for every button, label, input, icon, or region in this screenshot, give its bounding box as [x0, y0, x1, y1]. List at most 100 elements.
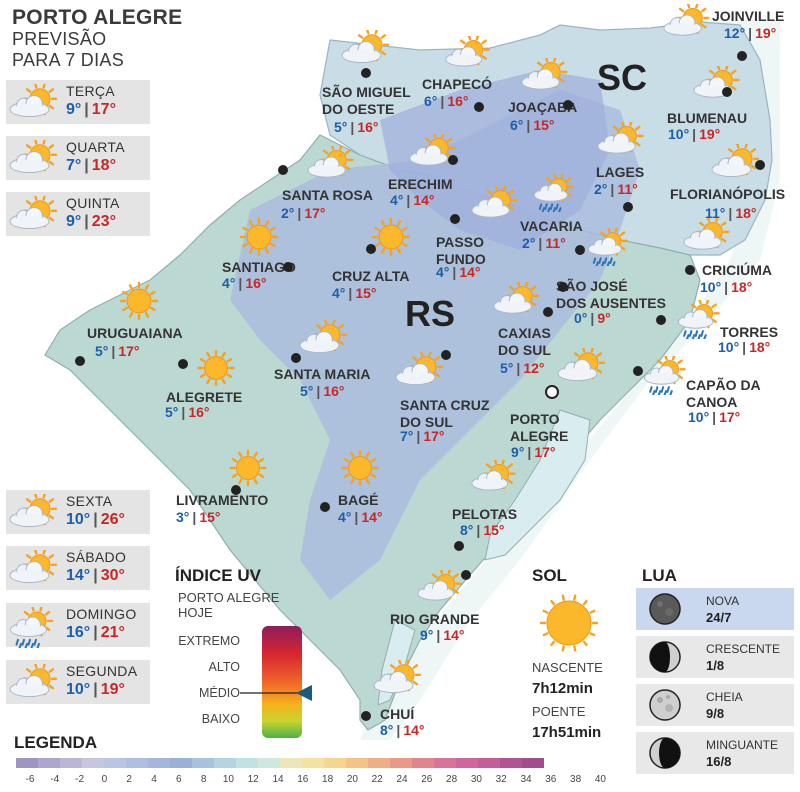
partly-cloudy-icon [408, 131, 456, 178]
city-min: 11° [705, 205, 726, 221]
header-city: PORTO ALEGRE [12, 6, 183, 29]
city-name: ALEGRETE [166, 389, 243, 405]
city-temps: 9° | 14° [420, 627, 465, 643]
city-marker [283, 262, 293, 272]
sun-cloud-rain-icon [642, 354, 690, 400]
city-max: 16° [245, 275, 267, 291]
city-max: 16° [188, 404, 210, 420]
city-max: 15° [483, 522, 505, 538]
moon-phase-name: CHEIA [706, 690, 743, 704]
partly-cloudy-icon [8, 82, 58, 130]
partly-cloudy-icon [8, 138, 58, 186]
uv-level-baixo: BAIXO [201, 712, 240, 726]
city-marker [558, 282, 568, 292]
forecast-temps: 9° | 17° [66, 101, 116, 118]
city-marker [454, 541, 464, 551]
partly-cloudy-icon [682, 215, 730, 262]
city-marker [461, 570, 471, 580]
partly-cloudy-icon [692, 63, 740, 110]
legend-swatch [522, 758, 544, 768]
city-marker [320, 502, 330, 512]
moon-phase-name: CRESCENTE [706, 642, 781, 656]
city-max: 16° [447, 93, 469, 109]
legend-tick: 18 [322, 774, 334, 785]
city-temps: 6° | 16° [424, 93, 469, 109]
moon-phase-date: 1/8 [706, 658, 725, 673]
partly-cloudy-icon [372, 658, 422, 706]
header-line2: PARA 7 DIAS [12, 50, 125, 70]
legend-tick: 6 [176, 774, 182, 785]
city-min: 2° [281, 205, 295, 221]
forecast-day: TERÇA [66, 83, 115, 99]
partly-cloudy-icon [596, 119, 644, 166]
moon-phase-row: CHEIA 9/8 [636, 684, 794, 726]
sun-icon [226, 449, 270, 491]
forecast-temps: 7° | 18° [66, 157, 116, 174]
forecast-day: QUINTA [66, 195, 120, 211]
uv-gradient-bar [262, 626, 302, 738]
legend-tick: 22 [371, 774, 383, 785]
city-name: SANTA MARIA [274, 366, 371, 382]
city-min: 10° [688, 409, 710, 425]
forecast-day: SÁBADO [66, 549, 127, 565]
city-marker [441, 350, 451, 360]
sun-icon [194, 349, 238, 391]
city-max: 14° [403, 722, 425, 738]
forecast-min: 14° [66, 567, 91, 584]
sun-cloud-rain-icon [586, 226, 632, 271]
partly-cloudy-icon [298, 318, 348, 366]
city-marker [543, 307, 553, 317]
forecast-max: 17° [91, 101, 116, 118]
legend-swatch [390, 758, 412, 768]
forecast-min: 9° [66, 213, 82, 230]
city-marker [75, 356, 85, 366]
city-name: PASSO FUNDO [436, 234, 486, 267]
uv-indicator-marker [296, 685, 312, 701]
city-max: 15° [533, 117, 555, 133]
legend-swatch [192, 758, 214, 768]
sunset-label: POENTE [532, 704, 586, 719]
new-moon-icon [648, 592, 684, 633]
city-name: LIVRAMENTO [176, 492, 269, 508]
city-marker [685, 265, 695, 275]
moon-phase-date: 9/8 [706, 706, 725, 721]
city-marker [737, 51, 747, 61]
legend-swatch [500, 758, 522, 768]
city-min: 2° [522, 235, 536, 251]
city-name: PORTO ALEGRE [510, 411, 569, 444]
city-name: CHUÍ [380, 706, 415, 722]
partly-cloudy-icon [470, 183, 518, 230]
city-max: 9° [597, 310, 611, 326]
moon-phase-row: MINGUANTE 16/8 [636, 732, 794, 774]
city-min: 4° [390, 192, 404, 208]
partly-cloudy-icon [556, 346, 606, 394]
city-min: 8° [380, 722, 394, 738]
city-temps: 12° | 19° [724, 25, 777, 41]
legend-tick: 38 [570, 774, 582, 785]
city-temps: 2° | 17° [281, 205, 326, 221]
city-temps: 10° | 18° [700, 279, 753, 295]
city-name: CRICIÚMA [702, 262, 772, 278]
city-temps: 4° | 14° [436, 264, 481, 280]
partly-cloudy-icon [8, 194, 58, 242]
sunrise-label: NASCENTE [532, 660, 603, 675]
legend-swatch [368, 758, 390, 768]
forecast-temps: 9° | 23° [66, 213, 116, 230]
forecast-max: 30° [100, 567, 125, 584]
city-max: 19° [699, 126, 721, 142]
city-name: JOAÇABA [508, 99, 578, 115]
legend-swatch [170, 758, 192, 768]
city-temps: 3° | 15° [176, 509, 221, 525]
forecast-min: 16° [66, 624, 91, 641]
legend-tick: 0 [101, 774, 108, 785]
city-temps: 5° | 16° [300, 383, 345, 399]
legend-tick: 4 [151, 774, 157, 785]
forecast-temps: 10° | 26° [66, 511, 125, 528]
city-max: 11° [545, 235, 566, 251]
legend-swatch [412, 758, 434, 768]
partly-cloudy-icon [470, 457, 516, 503]
city-min: 4° [436, 264, 450, 280]
city-min: 6° [424, 93, 438, 109]
city-name: CRUZ ALTA [332, 268, 410, 284]
